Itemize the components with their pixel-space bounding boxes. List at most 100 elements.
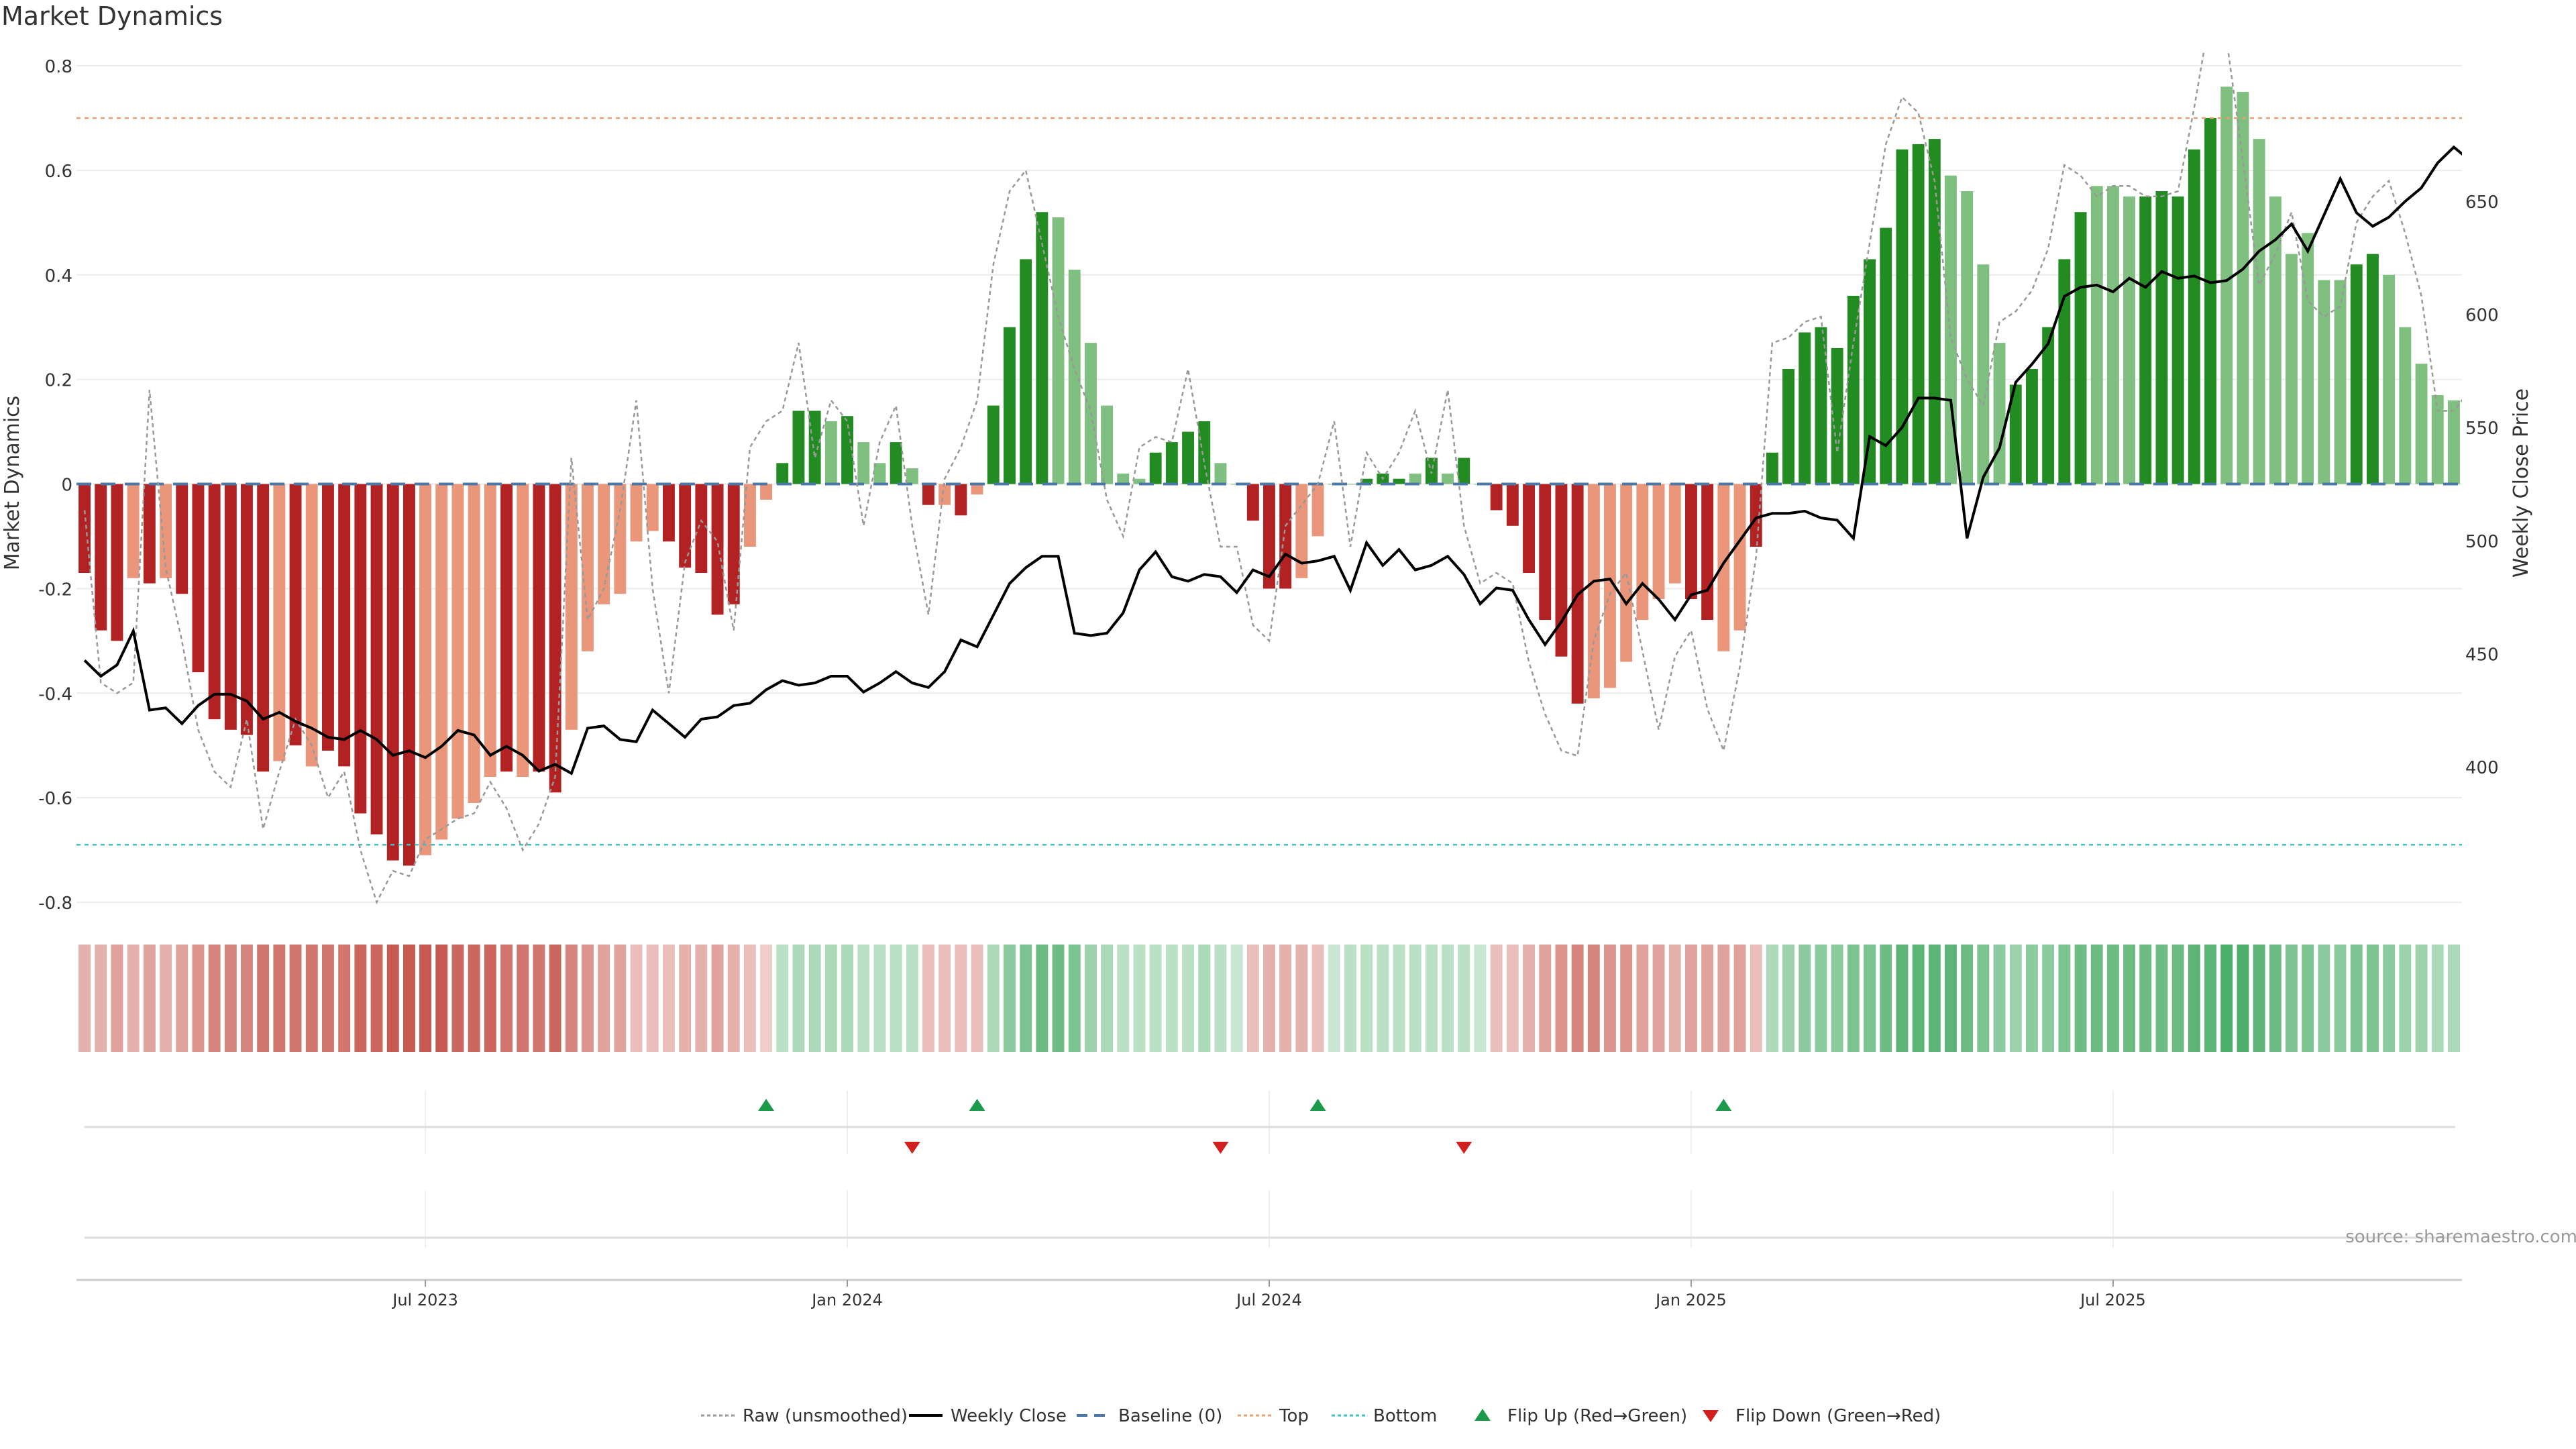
dynamics-bar [533,484,545,772]
dynamics-bar [2171,196,2184,484]
regime-cell [1977,945,1990,1052]
dynamics-bar [695,484,708,573]
regime-cell [1571,945,1584,1052]
regime-cell [1458,945,1470,1052]
right-tick-label: 550 [2465,419,2499,439]
dynamics-bar [386,484,399,861]
dynamics-bar [1133,478,1146,484]
dynamics-bar [1052,217,1065,484]
flip-up-marker [1715,1099,1732,1111]
dynamics-bar [1539,484,1552,621]
dynamics-bar [1928,139,1941,484]
regime-cell [1214,945,1227,1052]
regime-cell [1360,945,1373,1052]
dynamics-bar [1880,227,1892,484]
dynamics-bar [1263,484,1275,589]
regime-cell [727,945,740,1052]
flip-down-marker [1456,1142,1472,1154]
dynamics-bar [1815,327,1827,484]
dynamics-bar [841,416,853,484]
regime-cell [2399,945,2412,1052]
regime-cell [2269,945,2282,1052]
legend-label: Weekly Close [951,1406,1067,1426]
dynamics-bar [2090,186,2103,484]
dynamics-bar [1717,484,1730,651]
dynamics-bar [2334,280,2347,484]
regime-cell [1474,945,1487,1052]
dynamics-bar [1214,463,1227,484]
legend-label: Baseline (0) [1118,1406,1222,1426]
dynamics-bar [338,484,351,767]
dynamics-bar [2107,186,2119,484]
regime-cell [192,945,205,1052]
dynamics-bar [906,468,918,484]
dynamics-bar [1847,295,1860,484]
dynamics-bar [2302,233,2314,484]
dynamics-bar [273,484,286,761]
left-tick-label: 0.2 [45,371,72,391]
regime-cell [370,945,383,1052]
dynamics-bar [322,484,334,751]
dynamics-bar [614,484,627,594]
dynamics-bar [1993,343,2006,484]
regime-cell [1815,945,1827,1052]
regime-cell [2155,945,2168,1052]
regime-cell [776,945,789,1052]
regime-cell [646,945,659,1052]
dynamics-bar [1360,478,1373,484]
regime-cell [1279,945,1292,1052]
regime-cell [1620,945,1633,1052]
dynamics-bar [1506,484,1519,526]
regime-cell [468,945,480,1052]
regime-cell [1068,945,1081,1052]
regime-cell [1993,945,2006,1052]
regime-cell [273,945,286,1052]
dynamics-bar [727,484,740,604]
regime-cell [1717,945,1730,1052]
dynamics-bar [1831,347,1843,484]
regime-cell [289,945,302,1052]
regime-cell [598,945,610,1052]
legend-flip-down-swatch [1703,1410,1719,1422]
regime-cell [322,945,334,1052]
dynamics-bar [1896,149,1909,484]
regime-cell [1880,945,1892,1052]
regime-cell [1831,945,1843,1052]
regime-cell [1085,945,1097,1052]
dynamics-bar [2399,327,2412,484]
regime-cell [2367,945,2379,1052]
dynamics-bar [2123,196,2135,484]
dynamics-bar [1750,484,1762,547]
regime-cell [2026,945,2038,1052]
flip-down-marker [1212,1142,1229,1154]
dynamics-bar [1701,484,1714,621]
regime-cell [419,945,431,1052]
source-note: source: sharemaestro.com [2345,1227,2576,1247]
regime-cell [1295,945,1308,1052]
dynamics-bar [760,484,772,500]
dynamics-bar [1165,442,1178,484]
x-tick-label: Jan 2025 [1654,1291,1727,1309]
regime-cell [1020,945,1032,1052]
regime-cell [2058,945,2071,1052]
regime-cell [971,945,983,1052]
regime-cell [1766,945,1778,1052]
regime-cell [403,945,415,1052]
regime-cell [1165,945,1178,1052]
flip-up-marker [1309,1099,1326,1111]
regime-cell [1685,945,1697,1052]
right-tick-label: 600 [2465,306,2499,326]
regime-cell [1328,945,1340,1052]
regime-cell [1847,945,1860,1052]
dynamics-bar [111,484,123,641]
dynamics-bar [1020,259,1032,484]
regime-cell [2237,945,2249,1052]
dynamics-bar [1685,484,1697,599]
dynamics-bar [2220,87,2233,484]
regime-cell [2042,945,2055,1052]
regime-cell [1587,945,1600,1052]
regime-cell [1442,945,1454,1052]
weekly-close-line [83,145,2462,775]
dynamics-bar [2448,400,2460,484]
dynamics-bar [95,484,107,631]
